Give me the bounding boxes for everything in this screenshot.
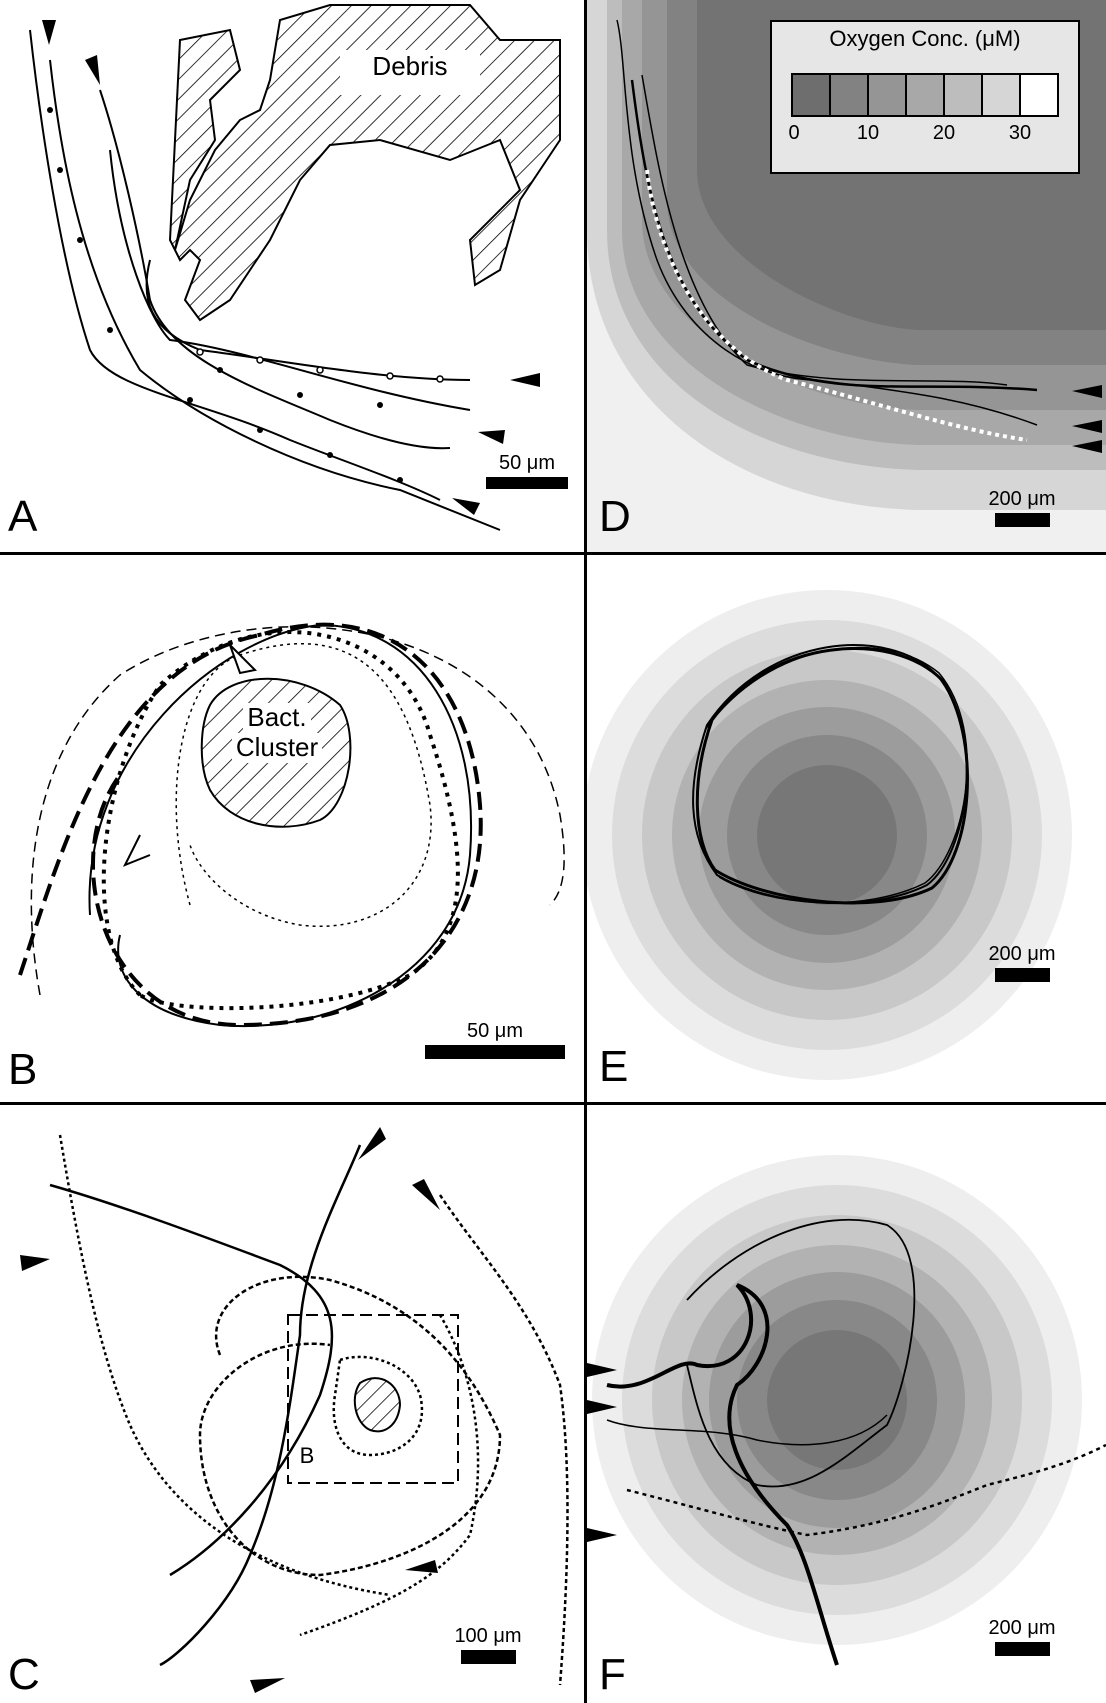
divider-horizontal-1 <box>0 552 1106 555</box>
scale-bar-d: 200 μm <box>977 488 1067 527</box>
scale-bar-f-bar <box>994 1642 1050 1656</box>
panel-c: B 100 μm C <box>0 1105 584 1703</box>
oxygen-legend: Oxygen Conc. (μM) 0 10 20 30 <box>770 20 1080 174</box>
scale-bar-f: 200 μm <box>977 1617 1067 1656</box>
panel-e: 200 μm E <box>587 555 1106 1102</box>
scale-bar-e: 200 μm <box>977 943 1067 982</box>
debris-label: Debris <box>372 51 448 81</box>
scale-bar-c-label: 100 μm <box>454 1625 522 1647</box>
scale-bar-a: 50 μm <box>486 452 568 489</box>
legend-title: Oxygen Conc. (μM) <box>829 26 1021 51</box>
panel-e-label: E <box>599 1042 629 1091</box>
panel-c-label: C <box>8 1650 40 1699</box>
scale-bar-c-bar <box>460 1650 516 1664</box>
bacterial-cluster-small <box>353 1377 402 1433</box>
scale-bar-b: 50 μm <box>425 1020 565 1059</box>
arrow-icons <box>42 20 540 515</box>
arrow-icons-d <box>1072 385 1102 453</box>
scale-bar-c: 100 μm <box>448 1625 528 1664</box>
scale-bar-a-label: 50 μm <box>499 452 555 474</box>
legend-tick-10: 10 <box>856 122 880 144</box>
arrow-icons-c <box>20 1127 440 1693</box>
panel-a: Debris 50 μm A <box>0 0 584 552</box>
cluster-label-line1: Bact. <box>243 702 311 733</box>
inset-label: B <box>299 1443 315 1468</box>
divider-horizontal-2 <box>0 1102 1106 1105</box>
arrow-icons-f <box>587 1363 617 1542</box>
scale-bar-d-label: 200 μm <box>988 488 1056 510</box>
inset-box <box>287 1314 459 1484</box>
legend-tick-20: 20 <box>932 122 956 144</box>
panel-f-label: F <box>599 1650 626 1699</box>
cluster-label-line2: Cluster <box>231 732 323 763</box>
scale-bar-a-bar <box>486 477 568 489</box>
scale-bar-b-bar <box>425 1045 565 1059</box>
divider-vertical <box>584 0 587 1703</box>
panel-f-graphic <box>587 1155 1106 1666</box>
panel-d: Oxygen Conc. (μM) 0 10 20 30 200 μm D <box>587 0 1106 552</box>
legend-colorbar <box>791 73 1059 117</box>
panel-b: Bact. Cluster 50 μm B <box>0 555 584 1102</box>
panel-e-graphic <box>587 590 1072 1080</box>
scale-bar-e-label: 200 μm <box>988 943 1056 965</box>
panel-a-label: A <box>8 492 38 541</box>
scale-bar-f-label: 200 μm <box>988 1617 1056 1639</box>
panel-b-label: B <box>8 1045 38 1094</box>
panel-c-graphic <box>20 1127 569 1693</box>
scale-bar-b-label: 50 μm <box>467 1020 523 1042</box>
legend-tick-30: 30 <box>1008 122 1032 144</box>
panel-f: 200 μm F <box>587 1105 1106 1703</box>
panel-a-graphic <box>29 4 561 531</box>
scale-bar-e-bar <box>994 968 1050 982</box>
panel-d-label: D <box>599 492 631 541</box>
legend-tick-0: 0 <box>788 122 800 144</box>
scale-bar-d-bar <box>994 513 1050 527</box>
cluster-label: Bact. Cluster <box>222 702 332 763</box>
